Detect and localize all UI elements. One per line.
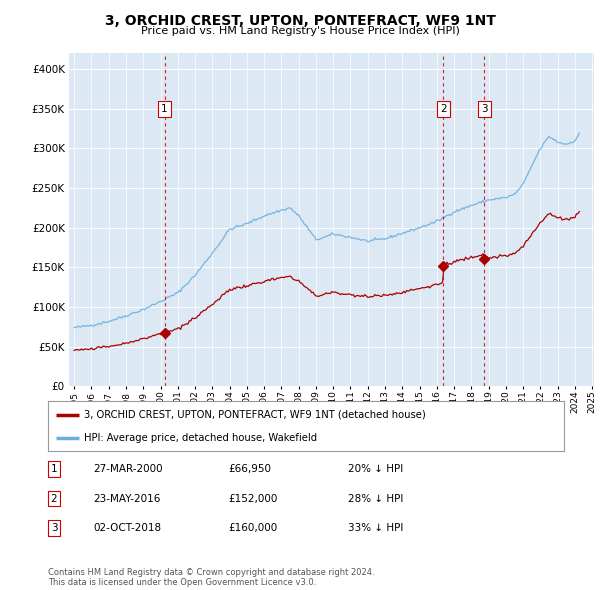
Text: 2: 2 [440, 104, 447, 114]
Text: Price paid vs. HM Land Registry's House Price Index (HPI): Price paid vs. HM Land Registry's House … [140, 26, 460, 35]
Text: 1: 1 [50, 464, 58, 474]
Text: 33% ↓ HPI: 33% ↓ HPI [348, 523, 403, 533]
Text: 02-OCT-2018: 02-OCT-2018 [93, 523, 161, 533]
Text: 1: 1 [161, 104, 168, 114]
Text: 20% ↓ HPI: 20% ↓ HPI [348, 464, 403, 474]
Text: HPI: Average price, detached house, Wakefield: HPI: Average price, detached house, Wake… [84, 433, 317, 443]
Text: 28% ↓ HPI: 28% ↓ HPI [348, 494, 403, 503]
Text: £160,000: £160,000 [228, 523, 277, 533]
Text: 3, ORCHID CREST, UPTON, PONTEFRACT, WF9 1NT (detached house): 3, ORCHID CREST, UPTON, PONTEFRACT, WF9 … [84, 409, 426, 419]
Text: 23-MAY-2016: 23-MAY-2016 [93, 494, 160, 503]
Text: 27-MAR-2000: 27-MAR-2000 [93, 464, 163, 474]
Text: £66,950: £66,950 [228, 464, 271, 474]
Text: Contains HM Land Registry data © Crown copyright and database right 2024.
This d: Contains HM Land Registry data © Crown c… [48, 568, 374, 587]
Text: 3: 3 [50, 523, 58, 533]
Text: 2: 2 [50, 494, 58, 503]
Text: 3, ORCHID CREST, UPTON, PONTEFRACT, WF9 1NT: 3, ORCHID CREST, UPTON, PONTEFRACT, WF9 … [104, 14, 496, 28]
Text: 3: 3 [481, 104, 488, 114]
Text: £152,000: £152,000 [228, 494, 277, 503]
